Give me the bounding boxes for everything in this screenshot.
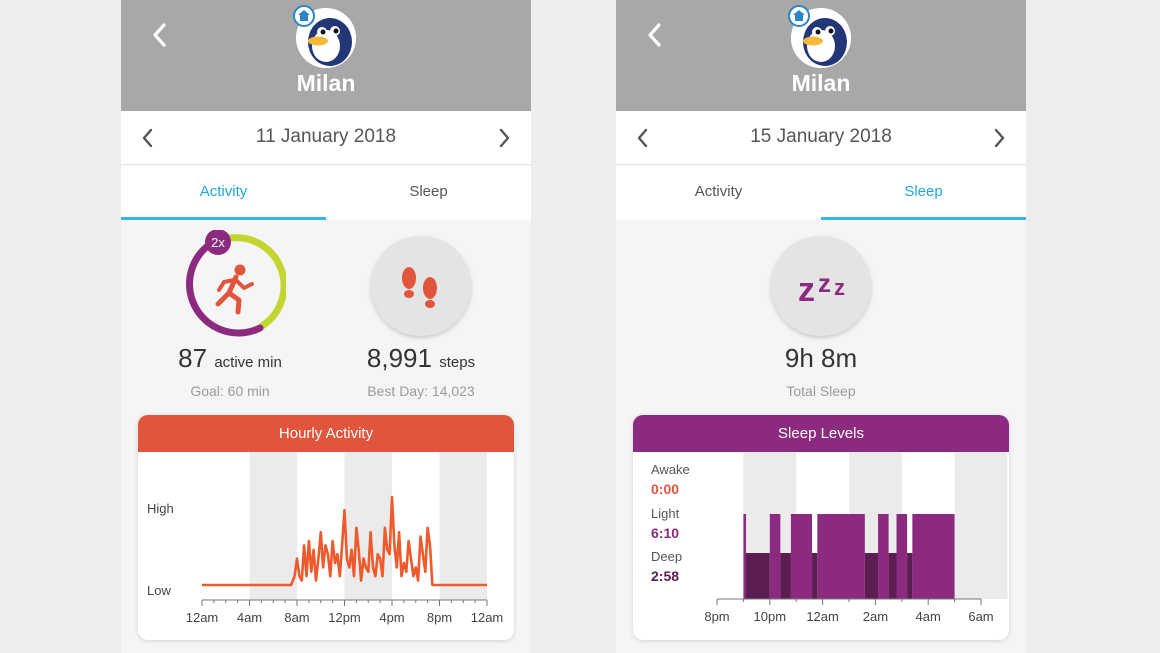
profile-header: Milan — [616, 0, 1026, 111]
x-tick-label: 4am — [237, 610, 262, 625]
deep-sleep-segment — [907, 553, 913, 599]
sleep-levels-card: Sleep Levels 8pm 10pm 12am 2am 4am 6am Awake 0:… — [633, 415, 1009, 640]
sleep-level-value: 0:00 — [651, 481, 679, 497]
steps-unit: steps — [439, 354, 476, 371]
profile-name: Milan — [791, 70, 851, 96]
tab-sleep[interactable]: Sleep — [821, 166, 1026, 220]
tab-bar: Activity Sleep — [616, 166, 1026, 220]
x-tick-label: 4pm — [379, 610, 404, 625]
steps-value: 8,991 — [366, 343, 432, 373]
deep-sleep-segment — [746, 553, 770, 599]
previous-date-icon[interactable] — [137, 125, 159, 151]
total-sleep-label: Total Sleep — [786, 383, 856, 399]
deep-sleep-segment — [888, 553, 897, 599]
footprints-icon — [402, 267, 437, 308]
light-sleep-segment — [769, 514, 781, 599]
current-date: 15 January 2018 — [750, 126, 892, 147]
x-tick-label: 12am — [186, 610, 219, 625]
x-tick-label: 8pm — [427, 610, 452, 625]
total-sleep-value: 9h 8m — [784, 343, 858, 373]
activity-band — [344, 452, 392, 600]
x-tick-label: 4am — [916, 609, 941, 624]
profile-header: Milan — [121, 0, 531, 111]
x-tick-label: 12pm — [328, 610, 361, 625]
sleep-band — [954, 452, 1008, 599]
previous-date-icon[interactable] — [632, 125, 654, 151]
y-label-high: High — [147, 501, 174, 516]
steps-button[interactable] — [371, 236, 471, 336]
light-sleep-segment — [743, 514, 747, 599]
active-minutes-stat: 87 active min — [155, 343, 305, 374]
next-date-icon[interactable] — [493, 125, 515, 151]
x-tick-label: 12am — [471, 610, 504, 625]
zzz-icon: z z z — [798, 268, 845, 309]
sleep-level-value: 2:58 — [651, 568, 679, 584]
sleep-levels-title: Sleep Levels — [633, 415, 1009, 452]
tab-sleep[interactable]: Sleep — [409, 183, 448, 200]
activity-band — [249, 452, 297, 600]
sleep-button[interactable]: z z z — [771, 236, 871, 336]
tab-activity[interactable]: Activity — [121, 166, 326, 220]
x-tick-label: 8pm — [704, 609, 729, 624]
hourly-activity-title: Hourly Activity — [138, 415, 514, 452]
light-sleep-segment — [817, 514, 865, 599]
light-sleep-segment — [790, 514, 813, 599]
home-badge-icon — [788, 5, 810, 27]
active-minutes-unit: active min — [214, 354, 282, 371]
date-navigator: 15 January 2018 — [616, 111, 1026, 165]
steps-stat: 8,991 steps — [346, 343, 496, 374]
sleep-level-value: 6:10 — [651, 525, 679, 541]
svg-text:z: z — [798, 271, 815, 309]
tab-bar: Activity Sleep — [121, 166, 531, 220]
sleep-level-name: Deep — [651, 549, 682, 564]
deep-sleep-segment — [864, 553, 879, 599]
steps-best-day: Best Day: 14,023 — [367, 383, 475, 399]
light-sleep-segment — [912, 514, 955, 599]
sleep-levels-chart: 8pm 10pm 12am 2am 4am 6am Awake 0:00 Light 6:10 De… — [651, 452, 1008, 624]
activity-series-line — [202, 495, 487, 587]
next-date-icon[interactable] — [988, 125, 1010, 151]
deep-sleep-segment — [812, 553, 818, 599]
date-navigator: 11 January 2018 — [121, 111, 531, 165]
light-sleep-segment — [896, 514, 908, 599]
activity-ring[interactable]: 2x — [174, 230, 286, 342]
running-person-icon — [215, 264, 254, 315]
y-label-low: Low — [147, 583, 171, 598]
hourly-activity-card: Hourly Activity 12am 4am 8am 12pm 4pm 8pm 12am… — [138, 415, 514, 640]
svg-text:z: z — [834, 275, 845, 300]
activity-screen: Milan 11 January 2018 Activity Sleep 2x … — [121, 0, 531, 653]
profile-name: Milan — [296, 70, 356, 96]
current-date: 11 January 2018 — [255, 126, 397, 147]
x-tick-label: 2am — [863, 609, 888, 624]
activity-multiplier: 2x — [211, 235, 225, 250]
light-sleep-segment — [878, 514, 889, 599]
back-arrow-icon[interactable] — [147, 20, 173, 50]
hourly-activity-chart: 12am 4am 8am 12pm 4pm 8pm 12am High Low — [147, 452, 504, 625]
x-tick-label: 12am — [806, 609, 839, 624]
active-goal: Goal: 60 min — [190, 383, 270, 399]
x-tick-label: 6am — [968, 609, 993, 624]
avatar[interactable] — [296, 8, 356, 68]
deep-sleep-segment — [780, 553, 791, 599]
tab-activity[interactable]: Activity — [694, 183, 743, 200]
x-tick-label: 8am — [284, 610, 309, 625]
home-badge-icon — [293, 5, 315, 27]
svg-text:z: z — [818, 268, 831, 298]
back-arrow-icon[interactable] — [642, 20, 668, 50]
sleep-screen: Milan 15 January 2018 Activity Sleep z z… — [616, 0, 1026, 653]
sleep-level-name: Awake — [651, 462, 690, 477]
x-tick-label: 10pm — [754, 609, 787, 624]
active-minutes-value: 87 — [178, 343, 208, 373]
sleep-level-name: Light — [651, 506, 680, 521]
activity-band — [439, 452, 487, 600]
